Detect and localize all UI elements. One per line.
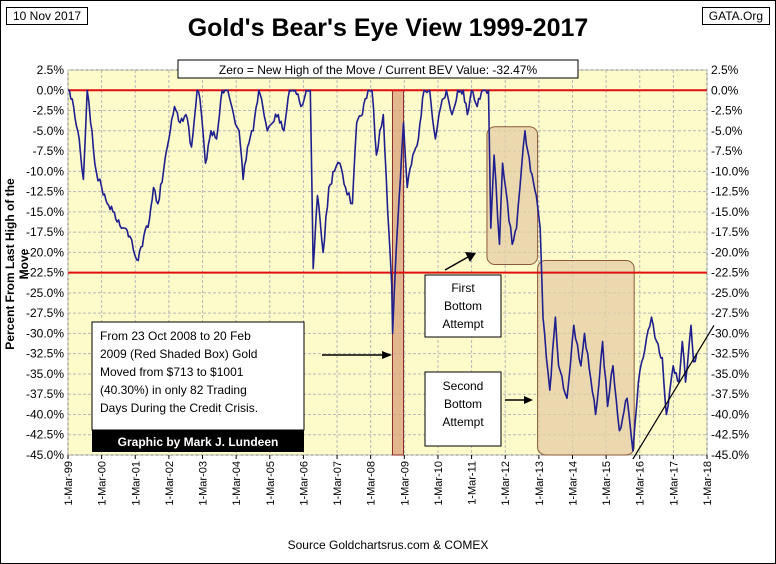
- credit-crisis-note-line: Days During the Credit Crisis.: [100, 401, 258, 415]
- x-tick-label: 1-Mar-08: [366, 461, 378, 506]
- arrow-head: [524, 396, 533, 404]
- site-label: GATA.Org: [701, 7, 770, 25]
- x-tick-label: 1-Mar-17: [668, 461, 680, 506]
- y-tick-label-left: -2.5%: [33, 104, 65, 118]
- x-tick-label: 1-Mar-01: [130, 461, 142, 506]
- y-tick-label-left: -42.5%: [26, 428, 64, 442]
- y-tick-label-right: -5.0%: [711, 124, 743, 138]
- chart-title: Gold's Bear's Eye View 1999-2017: [187, 14, 589, 42]
- second-bottom-note-line: Attempt: [442, 415, 484, 429]
- x-tick-label: 1-Mar-11: [467, 461, 479, 505]
- x-tick-label: 1-Mar-09: [399, 461, 411, 506]
- x-tick-label: 1-Mar-06: [298, 461, 310, 506]
- y-tick-label-left: -10.0%: [26, 164, 64, 178]
- first-bottom-note: [424, 274, 502, 338]
- y-tick-label-right: -12.5%: [711, 185, 749, 199]
- y-tick-label-right: -20.0%: [711, 245, 749, 259]
- x-tick-label: 1-Mar-15: [601, 461, 613, 506]
- y-tick-label-left: 0.0%: [37, 83, 65, 97]
- x-tick-label: 1-Mar-05: [265, 461, 277, 506]
- x-tick-label: 1-Mar-12: [500, 461, 512, 506]
- y-tick-label-right: -7.5%: [711, 144, 743, 158]
- y-tick-label-right: -37.5%: [711, 387, 749, 401]
- y-tick-label-right: -15.0%: [711, 205, 749, 219]
- first-bottom-note-line: Bottom: [444, 299, 482, 313]
- y-tick-label-right: -35.0%: [711, 367, 749, 381]
- y-tick-label-right: 2.5%: [711, 63, 739, 77]
- credit-banner: [92, 430, 304, 452]
- y-tick-label-left: -17.5%: [26, 225, 64, 239]
- credit-crisis-note-line: Moved from $713 to $1001: [100, 365, 244, 379]
- y-tick-label-right: -25.0%: [711, 286, 749, 300]
- value-box: [177, 59, 579, 79]
- y-tick-label-left: 2.5%: [37, 63, 65, 77]
- x-tick-label: 1-Mar-04: [231, 461, 243, 506]
- y-tick-label-right: -2.5%: [711, 104, 743, 118]
- y-tick-label-left: -27.5%: [26, 306, 64, 320]
- y-tick-label-right: 0.0%: [711, 83, 739, 97]
- y-tick-label-left: -25.0%: [26, 286, 64, 300]
- arrow-head: [382, 351, 392, 359]
- y-tick-label-left: -37.5%: [26, 387, 64, 401]
- arrow-head: [465, 252, 476, 262]
- y-tick-label-right: -40.0%: [711, 407, 749, 421]
- second-bottom-note-line: Bottom: [444, 397, 482, 411]
- x-tick-label: 1-Mar-18: [702, 461, 714, 506]
- y-tick-label-left: -45.0%: [26, 448, 64, 462]
- y-tick-label-left: -5.0%: [33, 124, 65, 138]
- y-tick-label-right: -10.0%: [711, 164, 749, 178]
- y-tick-label-right: -27.5%: [711, 306, 749, 320]
- y-tick-label-left: -32.5%: [26, 347, 64, 361]
- x-tick-label: 1-Mar-07: [332, 461, 344, 506]
- y-tick-label-left: -20.0%: [26, 245, 64, 259]
- x-tick-label: 1-Mar-13: [534, 461, 546, 506]
- credit-crisis-note-line: 2009 (Red Shaded Box) Gold: [100, 347, 257, 361]
- y-tick-label-left: -30.0%: [26, 326, 64, 340]
- value-box-text: Zero = New High of the Move / Current BE…: [219, 63, 538, 77]
- credit-crisis-note-line: From 23 Oct 2008 to 20 Feb: [100, 329, 251, 343]
- credit-text: Graphic by Mark J. Lundeen: [118, 435, 279, 449]
- x-tick-label: 1-Mar-14: [567, 461, 579, 506]
- credit-crisis-note-line: (40.30%) in only 82 Trading: [100, 383, 247, 397]
- bev-series-line: [68, 89, 698, 452]
- date-label: 10 Nov 2017: [6, 7, 89, 25]
- x-tick-label: 1-Mar-99: [63, 461, 75, 506]
- second-bottom-note: [424, 371, 502, 447]
- source-label: Source Goldchartsrus.com & COMEX: [287, 538, 489, 552]
- y-tick-label-left: -15.0%: [26, 205, 64, 219]
- y-tick-label-right: -17.5%: [711, 225, 749, 239]
- y-tick-label-left: -40.0%: [26, 407, 64, 421]
- y-tick-label-right: -45.0%: [711, 448, 749, 462]
- x-tick-label: 1-Mar-16: [635, 461, 647, 506]
- y-tick-label-left: -22.5%: [26, 266, 64, 280]
- first-bottom-note-line: First: [451, 281, 475, 295]
- y-tick-label-left: -12.5%: [26, 185, 64, 199]
- shaded-box: [537, 259, 635, 456]
- arrow-first: [444, 256, 469, 271]
- y-tick-label-right: -32.5%: [711, 347, 749, 361]
- y-tick-label-left: -35.0%: [26, 367, 64, 381]
- support-trendline: [632, 325, 715, 460]
- y-tick-label-left: -7.5%: [33, 144, 65, 158]
- y-tick-label-right: -22.5%: [711, 266, 749, 280]
- x-tick-label: 1-Mar-10: [433, 461, 445, 506]
- second-bottom-note-line: Second: [443, 379, 484, 393]
- first-bottom-note-line: Attempt: [442, 317, 484, 331]
- x-tick-label: 1-Mar-03: [198, 461, 210, 506]
- x-tick-label: 1-Mar-00: [97, 461, 109, 506]
- x-tick-label: 1-Mar-02: [164, 461, 176, 506]
- credit-crisis-note: [91, 321, 305, 431]
- y-tick-label-right: -42.5%: [711, 428, 749, 442]
- y-tick-label-right: -30.0%: [711, 326, 749, 340]
